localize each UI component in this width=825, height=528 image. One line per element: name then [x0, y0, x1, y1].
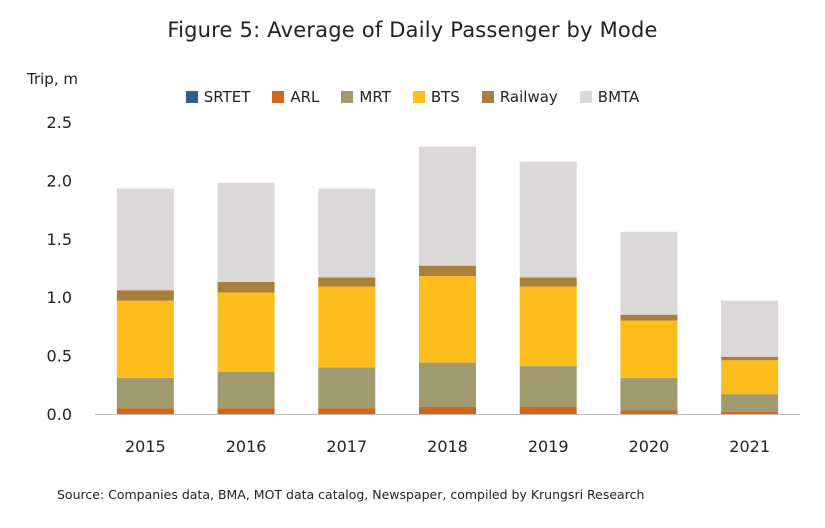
x-tick-label: 2016: [226, 437, 267, 456]
bar-mrt-2018: [419, 362, 476, 407]
legend-item-bts: BTS: [412, 88, 460, 106]
bar-bts-2017: [318, 286, 376, 368]
bar-railway-2021: [721, 356, 779, 361]
legend-swatch: [341, 91, 354, 103]
y-tick-label: 2.5: [47, 113, 72, 132]
bar-mrt-2015: [116, 377, 174, 409]
bar-bts-2016: [217, 292, 275, 372]
bar-bmta-2015: [116, 188, 174, 291]
legend-swatch: [272, 91, 285, 103]
x-tick-label: 2019: [528, 437, 569, 456]
bar-arl-2019: [519, 406, 577, 414]
source-note: Source: Companies data, BMA, MOT data ca…: [57, 487, 645, 502]
legend: SRTET ARL MRT BTS Railway BMTA: [0, 88, 825, 106]
legend-label: ARL: [290, 88, 320, 106]
bar-bmta-2019: [519, 161, 577, 278]
legend-label: BTS: [430, 88, 460, 106]
bar-railway-2016: [217, 282, 275, 293]
bar-mrt-2016: [217, 371, 275, 409]
bar-railway-2018: [419, 265, 476, 277]
bar-bts-2019: [519, 286, 577, 367]
bar-bmta-2021: [721, 300, 779, 357]
legend-swatch: [412, 91, 425, 103]
bar-bts-2021: [721, 360, 779, 395]
bar-bts-2015: [116, 300, 174, 378]
legend-label: SRTET: [203, 88, 251, 106]
bar-bts-2020: [620, 320, 678, 378]
bar-bmta-2017: [318, 188, 376, 278]
x-tick-label: 2020: [629, 437, 670, 456]
legend-item-arl: ARL: [272, 88, 319, 106]
legend-item-railway: Railway: [481, 88, 558, 106]
bar-arl-2015: [116, 408, 174, 414]
legend-label: Railway: [499, 88, 558, 106]
bar-arl-2017: [318, 408, 376, 414]
legend-label: MRT: [359, 88, 391, 106]
legend-item-bmta: BMTA: [579, 88, 640, 106]
y-tick-label: 1.0: [47, 288, 72, 307]
legend-swatch: [579, 91, 592, 103]
bar-railway-2019: [519, 277, 577, 287]
y-tick-label: 0.0: [47, 405, 72, 424]
bar-mrt-2017: [318, 367, 376, 409]
legend-item-mrt: MRT: [341, 88, 391, 106]
bar-railway-2017: [318, 277, 376, 287]
bar-bmta-2018: [419, 146, 476, 266]
bar-arl-2018: [419, 406, 476, 414]
y-axis-label: Trip, m: [27, 70, 78, 88]
bar-arl-2021: [721, 411, 779, 414]
y-tick-label: 0.5: [47, 347, 72, 366]
legend-item-srtet: SRTET: [185, 88, 251, 106]
bar-mrt-2020: [620, 377, 678, 411]
bar-mrt-2021: [721, 394, 779, 412]
legend-label: BMTA: [597, 88, 640, 106]
bar-railway-2015: [116, 290, 174, 301]
x-tick-label: 2018: [427, 437, 468, 456]
bar-bmta-2016: [217, 182, 275, 283]
bar-bts-2018: [419, 276, 476, 363]
bar-railway-2020: [620, 314, 678, 321]
x-tick-label: 2021: [729, 437, 770, 456]
x-tick-label: 2015: [125, 437, 166, 456]
legend-swatch: [185, 91, 198, 103]
bar-mrt-2019: [519, 366, 577, 407]
y-tick-label: 2.0: [47, 171, 72, 190]
chart-title: Figure 5: Average of Daily Passenger by …: [167, 18, 658, 42]
bar-arl-2020: [620, 410, 678, 414]
y-tick-label: 1.5: [47, 230, 72, 249]
bar-bmta-2020: [620, 231, 678, 315]
bar-arl-2016: [217, 408, 275, 414]
x-tick-label: 2017: [326, 437, 367, 456]
legend-swatch: [481, 91, 494, 103]
